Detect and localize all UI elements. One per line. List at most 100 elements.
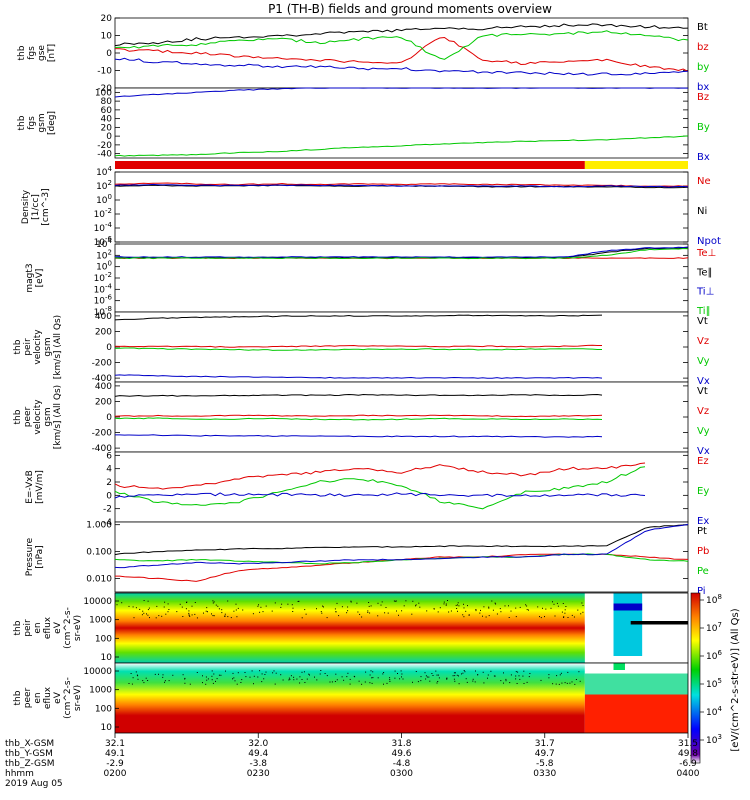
spectrogram-speck: [540, 679, 542, 681]
spectrogram-speck: [258, 604, 259, 606]
spectrogram-speck: [420, 680, 422, 682]
spectrogram-speck: [357, 611, 359, 613]
spectrogram-speck: [218, 674, 220, 676]
spectrogram-speck: [515, 671, 517, 673]
y-tick-label: -2: [103, 505, 112, 515]
y-tick-label: 10: [101, 32, 113, 42]
spectrogram-speck: [463, 603, 464, 605]
y-tick-label: -10: [97, 67, 112, 77]
spectrogram-speck: [137, 678, 139, 680]
spectrogram-speck: [425, 678, 427, 680]
spectrogram-speck: [505, 680, 507, 682]
y-axis-label: gsm: [43, 337, 53, 356]
spectrogram-speck: [465, 678, 467, 680]
spectrogram-speck: [368, 605, 370, 607]
legend-entry: by: [697, 62, 709, 73]
spectrogram-speck: [164, 601, 166, 603]
spectrogram-speck: [189, 615, 191, 617]
spectrogram-speck: [553, 603, 555, 605]
legend-entry: Ti⊥: [696, 287, 714, 298]
spectrogram-speck: [472, 678, 474, 680]
spectrogram-speck: [163, 606, 165, 608]
spectrogram-speck: [326, 617, 328, 619]
spectrogram-speck: [252, 613, 254, 615]
spectrogram-speck: [131, 683, 133, 685]
spectrogram-speck: [522, 675, 524, 677]
y-tick-label: -20: [97, 141, 112, 151]
y-tick-label: 20: [101, 14, 113, 24]
spectrogram-speck: [519, 606, 521, 608]
x-row-value: 49.7: [535, 749, 555, 759]
series-line-By: [114, 135, 689, 157]
legend-entry: Vx: [697, 376, 710, 387]
spectrogram-speck: [456, 608, 458, 609]
spectrogram-speck: [428, 676, 430, 678]
spectrogram-speck: [505, 678, 507, 680]
spectrogram-speck: [493, 675, 495, 677]
spectrogram-speck: [349, 678, 351, 680]
spectrogram-speck: [218, 608, 220, 610]
y-axis-label: [eV]: [35, 269, 45, 288]
spectrogram-speck: [445, 603, 447, 605]
spectrogram-speck: [220, 674, 222, 676]
y-tick-label: -40: [97, 150, 112, 160]
spectrogram-speck: [213, 673, 215, 675]
colorbar-tick-label: 107: [706, 621, 722, 634]
y-axis-label: magt3: [25, 263, 35, 292]
spectrogram-speck: [488, 615, 490, 617]
spectrogram-speck: [483, 606, 485, 608]
spectrogram-speck: [490, 670, 492, 672]
spectrogram-speck: [563, 616, 565, 618]
spectrogram-patch: [630, 621, 688, 625]
spectrogram-speck: [417, 681, 419, 683]
series-line-Pt: [114, 524, 689, 556]
spectrogram-speck: [211, 675, 213, 677]
spectrogram-speck: [361, 683, 363, 685]
spectrogram-speck: [495, 603, 497, 605]
spectrogram-speck: [161, 615, 163, 617]
series-line-Vz: [114, 414, 603, 418]
spectrogram-speck: [211, 679, 213, 681]
spectrogram-speck: [139, 608, 141, 610]
panel-frame: [114, 311, 689, 383]
y-axis-label: sr-eV): [73, 615, 83, 641]
y-axis-label: thb: [17, 115, 27, 130]
spectrogram-speck: [457, 610, 458, 612]
spectrogram-speck: [251, 670, 253, 672]
x-row-value: 31.5: [678, 739, 698, 749]
y-tick-label: -400: [92, 374, 113, 384]
x-row-value: 49.1: [105, 749, 125, 759]
series-line-Ey: [114, 466, 646, 510]
spectrogram-speck: [445, 604, 447, 606]
x-row-value: -5.8: [536, 759, 554, 769]
spectrogram-speck: [196, 617, 198, 619]
spectrogram-speck: [205, 676, 207, 678]
spectrogram-speck: [121, 602, 123, 604]
spectrogram-speck: [146, 613, 147, 615]
spectrogram-speck: [529, 673, 531, 674]
panel-pressure: 1.000 0.100 0.010 Pressure [nPa] Pt Pb Pe Pi: [25, 521, 709, 597]
y-tick-label: 6: [106, 451, 112, 461]
spectrogram-speck: [149, 617, 150, 619]
spectrogram-speck: [556, 675, 558, 677]
legend-entry: Vz: [697, 336, 709, 347]
y-tick-label: -200: [92, 429, 113, 439]
spectrogram-speck: [443, 603, 445, 605]
panel-peir_en: 10000 1000 100 10 thb peir en eflux eV (cm^2-s-sr…: [13, 592, 689, 664]
legend-entry: Te⊥: [696, 248, 716, 259]
y-axis-label: Density: [21, 189, 31, 224]
spectrogram-speck: [540, 617, 542, 619]
spectrogram-speck: [564, 682, 566, 684]
spectrogram-speck: [526, 609, 528, 611]
spectrogram-speck: [510, 610, 512, 612]
spectrogram-speck: [539, 616, 540, 618]
spectrogram-speck: [386, 682, 388, 684]
spectrogram-speck: [249, 676, 251, 678]
legend-entry: Bt: [697, 22, 708, 33]
y-axis-label: [nT]: [47, 44, 57, 62]
spectrogram-speck: [504, 605, 506, 607]
spectrogram-speck: [516, 683, 518, 684]
legend-entry: Te∥: [696, 267, 713, 278]
